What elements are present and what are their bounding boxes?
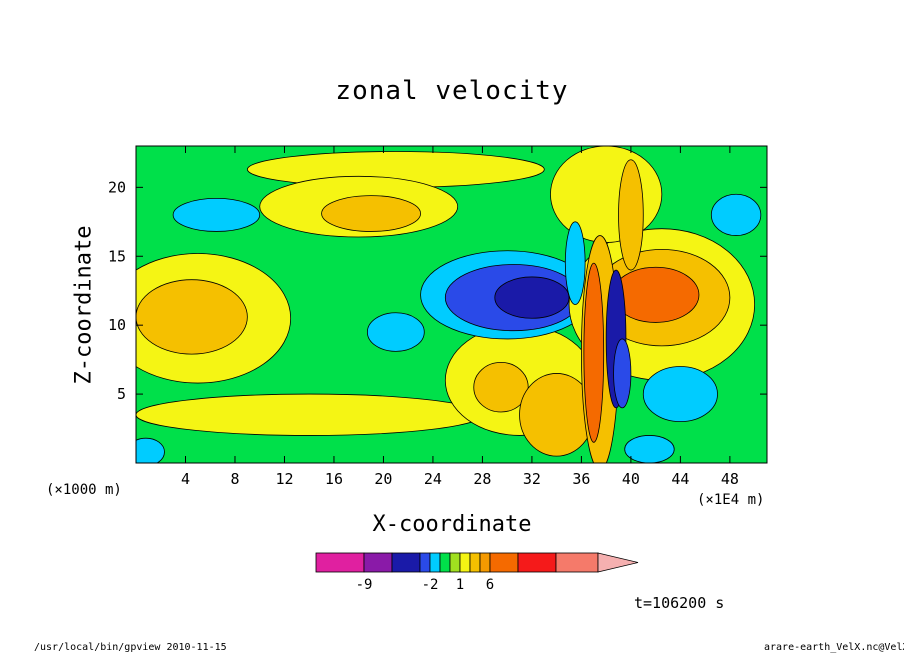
contour-region-0 — [136, 393, 483, 436]
x-tick-label: 32 — [523, 470, 541, 488]
y-tick-label: 15 — [108, 247, 126, 265]
colorbar-segment — [479, 552, 491, 573]
contour-region-7 — [366, 312, 425, 352]
contour-region-13 — [494, 276, 570, 319]
x-axis-label: X-coordinate — [372, 512, 532, 537]
x-tick-label: 44 — [671, 470, 689, 488]
contour-region-20 — [710, 193, 762, 236]
y-tick-label: 20 — [108, 178, 126, 196]
x-tick-label: 8 — [230, 470, 239, 488]
colorbar-tick-label: 1 — [456, 577, 464, 593]
x-tick-label: 48 — [721, 470, 739, 488]
colorbar-segment — [429, 552, 441, 573]
colorbar-segment — [419, 552, 431, 573]
colorbar-segment — [517, 552, 557, 573]
chart-title: zonal velocity — [335, 76, 569, 106]
contour-region-6 — [172, 197, 261, 232]
colorbar-tick-label: -9 — [356, 577, 373, 593]
colorbar-segment — [363, 552, 393, 573]
contour-region-25 — [613, 338, 632, 409]
contour-region-8 — [136, 437, 165, 463]
x-tick-label: 36 — [572, 470, 590, 488]
contour-region-21 — [550, 146, 663, 243]
x-tick-label: 12 — [275, 470, 293, 488]
x-tick-label: 20 — [374, 470, 392, 488]
colorbar-tick-label: 6 — [486, 577, 494, 593]
plot-area — [136, 146, 767, 463]
colorbar-segment — [315, 552, 365, 573]
colorbar-tick-label: -2 — [422, 577, 439, 593]
x-unit-right-label: (×1E4 m) — [697, 492, 765, 508]
contour-region-23 — [583, 262, 605, 443]
colorbar-segment — [391, 552, 421, 573]
contour-region-4 — [136, 279, 248, 355]
x-unit-left-label: (×1000 m) — [46, 482, 122, 498]
contour-region-18 — [642, 366, 718, 423]
contour-region-26 — [618, 159, 644, 271]
x-tick-label: 28 — [473, 470, 491, 488]
colorbar-segment — [439, 552, 451, 573]
plot-frame — [135, 145, 768, 464]
colorbar-segment — [555, 552, 599, 573]
colorbar-segment — [489, 552, 519, 573]
time-label: t=106200 s — [634, 594, 725, 612]
footer-right-text: arare-earth_VelX.nc@VelX — [764, 642, 904, 653]
x-tick-label: 4 — [181, 470, 190, 488]
contour-region-19 — [624, 435, 675, 463]
contour-region-10 — [473, 361, 529, 413]
y-tick-label: 5 — [117, 385, 126, 403]
colorbar-segment — [449, 552, 461, 573]
x-tick-label: 24 — [424, 470, 442, 488]
contour-region-5 — [321, 195, 421, 232]
colorbar-extension — [597, 552, 639, 573]
contour-region-27 — [564, 221, 586, 305]
x-tick-label: 16 — [325, 470, 343, 488]
colorbar: -9 -2 1 6 — [315, 552, 639, 593]
footer-left-text: /usr/local/bin/gpview 2010-11-15 — [34, 642, 227, 653]
x-tick-label: 40 — [622, 470, 640, 488]
colorbar-segment — [469, 552, 481, 573]
colorbar-segment — [459, 552, 471, 573]
y-tick-label: 10 — [108, 316, 126, 334]
